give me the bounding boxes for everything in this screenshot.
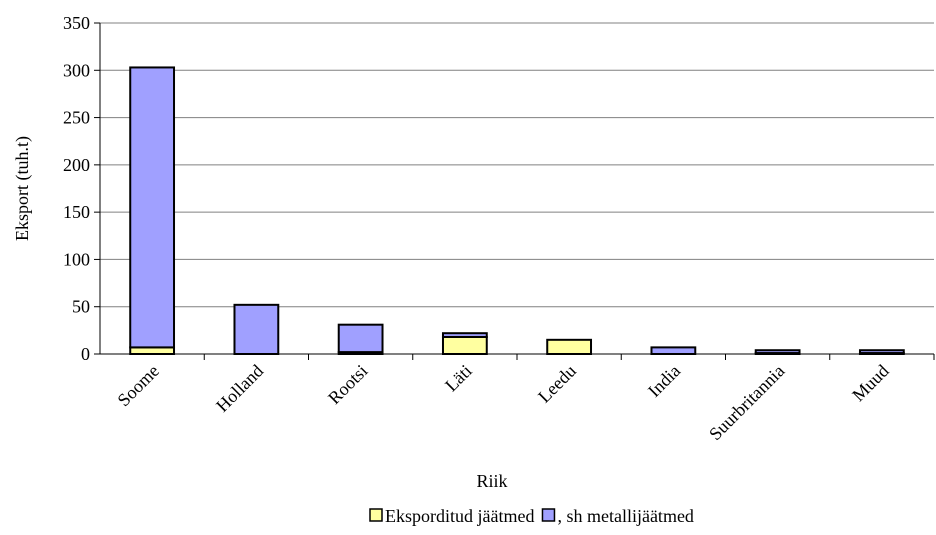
y-tick-label: 0 <box>81 344 90 364</box>
bars <box>129 66 905 356</box>
x-category-label: Rootsi <box>324 361 371 408</box>
y-tick-label: 200 <box>63 155 90 175</box>
bar-segment <box>441 335 488 355</box>
x-axis-title: Riik <box>476 471 507 491</box>
legend-swatch <box>369 508 383 522</box>
bar-segment <box>546 338 593 356</box>
y-tick-label: 300 <box>63 60 90 80</box>
bar-segment <box>754 349 801 355</box>
y-tick-label: 350 <box>63 13 90 33</box>
y-tick-label: 150 <box>63 202 90 222</box>
legend-label: Eksporditud jäätmed <box>385 506 534 526</box>
bar-segment <box>858 349 905 355</box>
bar-segment <box>233 303 280 355</box>
x-category-label: Soome <box>113 361 163 411</box>
x-category-label: Holland <box>212 361 267 416</box>
y-tick-label: 50 <box>72 297 90 317</box>
y-axis-title: Eksport (tuh.t) <box>12 136 33 241</box>
y-tick-label: 100 <box>63 249 90 269</box>
y-tick-labels: 0 50 100 150 200 250 300 350 <box>63 13 90 364</box>
axes <box>94 22 935 360</box>
bar-segment <box>441 332 488 338</box>
x-category-label: India <box>644 361 684 401</box>
gridlines <box>100 22 934 308</box>
x-category-label: Muud <box>848 361 893 406</box>
x-category-label: Leedu <box>534 361 580 407</box>
x-category-label: Läti <box>441 361 476 396</box>
bar-segment <box>129 66 176 349</box>
y-tick-label: 250 <box>63 108 90 128</box>
legend-swatch <box>541 508 556 522</box>
legend-label: , sh metallijäätmed <box>557 506 693 526</box>
x-category-label: Suurbritannia <box>705 361 788 444</box>
bar-segment <box>337 323 384 354</box>
bar-segment <box>650 346 697 356</box>
x-category-labels: Soome Holland Rootsi Läti Leedu India Suurbrit… <box>113 361 892 444</box>
legend: Eksporditud jäätmed , sh metallijäätmed <box>369 506 694 526</box>
